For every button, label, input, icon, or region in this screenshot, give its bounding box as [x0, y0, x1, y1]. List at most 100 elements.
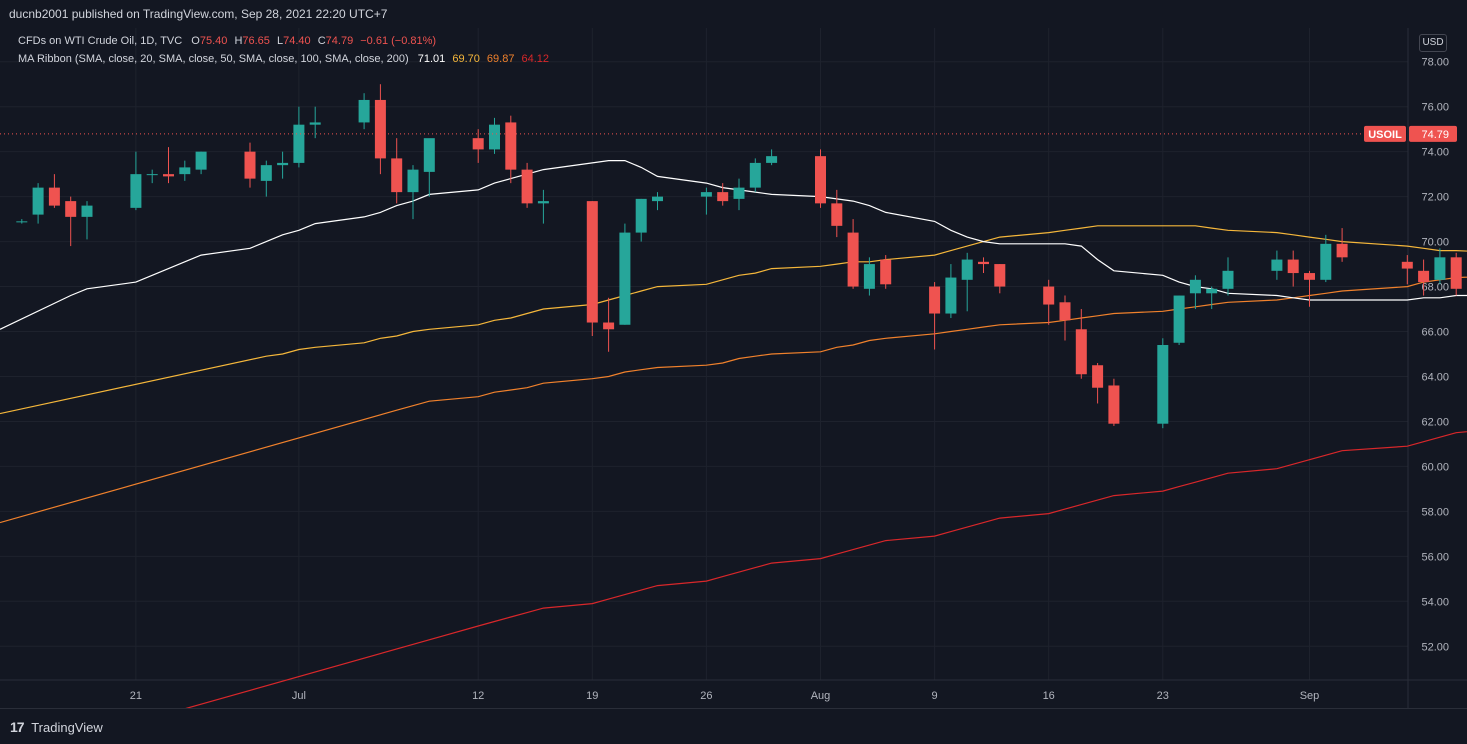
candle-body — [521, 169, 533, 204]
y-tick-label: 76.00 — [1421, 102, 1449, 114]
candle-body — [1075, 329, 1087, 375]
candle-body — [847, 232, 859, 287]
y-tick-label: 52.00 — [1421, 641, 1449, 653]
candle-body — [277, 162, 289, 166]
tv-logo-icon: 17 — [10, 719, 25, 735]
ma-ribbon-legend: MA Ribbon (SMA, close, 20, SMA, close, 5… — [18, 52, 549, 66]
ma-line-sma-100 — [0, 276, 1467, 524]
candle-body — [537, 201, 549, 204]
candle-body — [260, 165, 272, 181]
candle-body — [1271, 259, 1283, 271]
candlestick-chart[interactable]: 52.00 54.00 56.00 58.00 60.00 62.00 64.00 66.00… — [0, 28, 1467, 708]
y-tick-label: 64.00 — [1421, 371, 1449, 383]
candle-body — [423, 138, 435, 172]
candle-body — [961, 259, 973, 280]
candle-body — [619, 232, 631, 325]
y-tick-label: 54.00 — [1421, 596, 1449, 608]
candle-body — [978, 261, 989, 265]
candle-body — [1418, 270, 1430, 283]
footer: 17 TradingView — [0, 708, 1467, 744]
candle-body — [635, 198, 647, 233]
low-label: L — [276, 35, 284, 47]
candle-body — [733, 187, 745, 199]
candle-body — [929, 286, 941, 314]
grid — [0, 28, 1408, 680]
ma-line-sma-200 — [185, 431, 1467, 708]
candle-body — [880, 259, 892, 285]
candle-body — [179, 167, 191, 175]
open-label: O — [191, 35, 200, 47]
candle-body — [717, 192, 729, 202]
ma20-value: 71.01 — [417, 53, 446, 65]
candle-body — [1287, 259, 1299, 274]
currency-button[interactable]: USD — [1419, 34, 1447, 52]
ma-line-sma-20 — [0, 160, 1467, 330]
candle-body — [1059, 302, 1071, 321]
candle-body — [586, 201, 598, 323]
candle-body — [652, 196, 663, 202]
ma-line-sma-50 — [0, 225, 1467, 415]
candle-body — [309, 122, 321, 125]
x-tick-label: 23 — [1157, 690, 1169, 702]
tradingview-logo[interactable]: 17 TradingView — [10, 719, 103, 735]
candle-body — [505, 122, 517, 170]
candle-body — [1092, 365, 1104, 388]
candle-body — [1320, 243, 1332, 280]
y-tick-label: 70.00 — [1421, 237, 1449, 249]
candle-body — [994, 264, 1006, 287]
candle-body — [1222, 270, 1234, 289]
candle-body — [32, 187, 44, 215]
ma100-value: 69.87 — [486, 53, 515, 65]
candle-body — [130, 174, 142, 208]
y-tick-label: 60.00 — [1421, 461, 1449, 473]
high-label: H — [234, 35, 243, 47]
y-tick-label: 74.00 — [1421, 147, 1449, 159]
symbol-tag-label: USOIL — [1368, 129, 1402, 141]
close-value: 74.79 — [325, 35, 354, 47]
candle-body — [700, 192, 712, 197]
x-tick-label: Sep — [1300, 690, 1320, 702]
publisher-header: ducnb2001 published on TradingView.com, … — [0, 0, 1467, 29]
symbol-name: CFDs on WTI Crude Oil, 1D, TVC — [18, 35, 183, 47]
candle-body — [1304, 273, 1315, 280]
chart-area[interactable]: 52.00 54.00 56.00 58.00 60.00 62.00 64.00 66.00… — [0, 28, 1467, 708]
candle-body — [831, 203, 843, 226]
candle-body — [407, 169, 419, 193]
y-tick-label: 68.00 — [1421, 282, 1449, 294]
change-value: −0.61 (−0.81%) — [360, 35, 437, 47]
candle-body — [489, 124, 500, 150]
candle-body — [1336, 243, 1348, 258]
open-value: 75.40 — [199, 35, 228, 47]
candle-body — [1401, 261, 1413, 269]
x-tick-label: 12 — [472, 690, 484, 702]
x-tick-label: Jul — [292, 690, 306, 702]
x-tick-label: 9 — [932, 690, 938, 702]
close-label: C — [317, 35, 326, 47]
candle-body — [1450, 257, 1462, 289]
candle-body — [945, 277, 957, 314]
price-tag-value: 74.79 — [1421, 129, 1449, 141]
low-value: 74.40 — [283, 35, 311, 47]
x-tick-label: Aug — [811, 690, 831, 702]
symbol-legend: CFDs on WTI Crude Oil, 1D, TVC O75.40 H7… — [18, 34, 436, 48]
candle-body — [146, 174, 158, 176]
x-tick-label: 26 — [700, 690, 712, 702]
tradingview-brand: TradingView — [31, 720, 103, 735]
x-tick-label: 16 — [1043, 690, 1055, 702]
high-value: 76.65 — [242, 35, 270, 47]
candle-body — [749, 162, 761, 188]
candle-body — [1206, 288, 1218, 294]
ma50-value: 69.70 — [452, 53, 480, 65]
candle-body — [163, 174, 174, 177]
candle-body — [293, 124, 305, 163]
candle-body — [16, 221, 28, 223]
ma-ribbon-label: MA Ribbon (SMA, close, 20, SMA, close, 5… — [18, 53, 409, 65]
x-tick-label: 19 — [586, 690, 598, 702]
y-tick-label: 62.00 — [1421, 416, 1449, 428]
y-tick-label: 58.00 — [1421, 506, 1449, 518]
candle-body — [815, 156, 826, 204]
candle-body — [472, 138, 484, 150]
candle-body — [65, 201, 77, 217]
x-tick-label: 21 — [130, 690, 142, 702]
candle-body — [244, 151, 256, 179]
